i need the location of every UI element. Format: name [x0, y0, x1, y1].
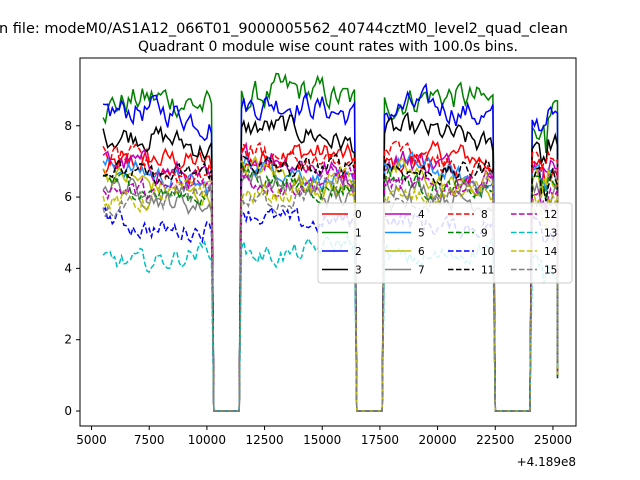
- x-tick-label: 10000: [188, 433, 226, 447]
- legend-label: 12: [544, 209, 557, 221]
- series-line-5: [102, 151, 559, 412]
- legend-label: 0: [355, 209, 362, 221]
- legend-label: 15: [544, 265, 557, 277]
- x-tick-label: 20000: [418, 433, 456, 447]
- legend-label: 5: [418, 228, 425, 240]
- y-tick-label: 4: [64, 261, 72, 275]
- legend-label: 13: [544, 228, 557, 240]
- figure-suptitle: n file: modeM0/AS1A12_066T01_9000005562_…: [0, 21, 568, 37]
- legend-box: [317, 202, 573, 284]
- series-line-15: [102, 170, 559, 412]
- x-offset-label: +4.189e8: [517, 455, 576, 469]
- x-tick-label: 5000: [76, 433, 107, 447]
- legend-label: 8: [481, 209, 488, 221]
- series-line-13: [102, 232, 559, 412]
- legend-label: 14: [544, 246, 558, 258]
- series-line-2: [102, 82, 559, 412]
- series-line-11: [102, 152, 559, 412]
- x-tick-label: 15000: [303, 433, 341, 447]
- x-tick-label: 17500: [361, 433, 399, 447]
- x-tick-label: 22500: [476, 433, 514, 447]
- x-tick-label: 25000: [534, 433, 572, 447]
- y-tick-label: 2: [64, 333, 72, 347]
- plot-frame: [79, 57, 577, 427]
- series-line-9: [102, 162, 559, 412]
- series-line-1: [102, 72, 559, 412]
- legend-label: 6: [418, 246, 425, 258]
- legend-label: 4: [418, 209, 425, 221]
- legend-label: 3: [355, 265, 362, 277]
- legend-label: 10: [481, 246, 494, 258]
- legend-label: 2: [355, 246, 362, 258]
- legend-label: 9: [481, 228, 488, 240]
- y-axis: 0 2 4 6 8: [64, 119, 80, 418]
- series-line-0: [102, 139, 559, 412]
- y-tick-label: 0: [64, 404, 72, 418]
- x-tick-label: 12500: [245, 433, 283, 447]
- series-line-3: [102, 111, 559, 412]
- legend-label: 7: [418, 265, 425, 277]
- chart-title: Quadrant 0 module wise count rates with …: [138, 39, 518, 55]
- legend-label: 1: [355, 228, 362, 240]
- y-tick-label: 6: [64, 190, 72, 204]
- x-tick-label: 7500: [134, 433, 165, 447]
- x-axis: 5000 7500 10000 12500 15000 17500 20000 22500 25…: [76, 426, 572, 447]
- legend-label: 11: [481, 265, 494, 277]
- y-tick-label: 8: [64, 119, 72, 133]
